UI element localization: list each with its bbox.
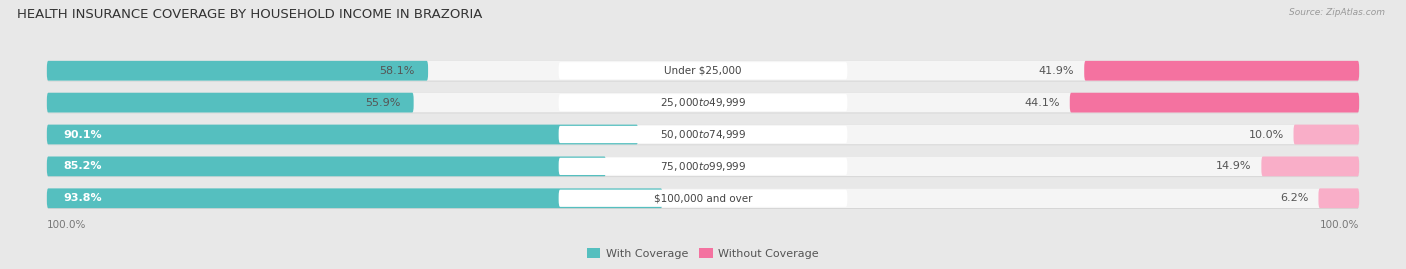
FancyBboxPatch shape [46,125,1360,145]
FancyBboxPatch shape [46,157,606,176]
Text: 100.0%: 100.0% [1320,220,1360,230]
Text: $50,000 to $74,999: $50,000 to $74,999 [659,128,747,141]
FancyBboxPatch shape [46,188,1360,208]
FancyBboxPatch shape [558,62,848,79]
FancyBboxPatch shape [1319,188,1360,208]
Text: 10.0%: 10.0% [1249,129,1284,140]
Legend: With Coverage, Without Coverage: With Coverage, Without Coverage [582,244,824,263]
FancyBboxPatch shape [46,61,1360,82]
Text: 41.9%: 41.9% [1039,66,1074,76]
Text: 100.0%: 100.0% [46,220,86,230]
Text: $25,000 to $49,999: $25,000 to $49,999 [659,96,747,109]
Text: Under $25,000: Under $25,000 [664,66,742,76]
FancyBboxPatch shape [46,125,1360,144]
FancyBboxPatch shape [1261,157,1360,176]
Text: 93.8%: 93.8% [63,193,101,203]
FancyBboxPatch shape [1294,125,1360,144]
FancyBboxPatch shape [46,61,1360,81]
FancyBboxPatch shape [46,125,638,144]
Text: 14.9%: 14.9% [1216,161,1251,171]
FancyBboxPatch shape [46,157,1360,177]
Text: 44.1%: 44.1% [1025,98,1060,108]
FancyBboxPatch shape [46,93,413,112]
Text: $100,000 and over: $100,000 and over [654,193,752,203]
FancyBboxPatch shape [46,157,1360,176]
FancyBboxPatch shape [1070,93,1360,112]
Text: $75,000 to $99,999: $75,000 to $99,999 [659,160,747,173]
FancyBboxPatch shape [558,94,848,111]
FancyBboxPatch shape [46,93,1360,112]
Text: HEALTH INSURANCE COVERAGE BY HOUSEHOLD INCOME IN BRAZORIA: HEALTH INSURANCE COVERAGE BY HOUSEHOLD I… [17,8,482,21]
FancyBboxPatch shape [46,61,427,81]
Text: Source: ZipAtlas.com: Source: ZipAtlas.com [1289,8,1385,17]
FancyBboxPatch shape [46,188,662,208]
Text: 90.1%: 90.1% [63,129,101,140]
Text: 58.1%: 58.1% [380,66,415,76]
FancyBboxPatch shape [558,158,848,175]
FancyBboxPatch shape [46,93,1360,113]
Text: 85.2%: 85.2% [63,161,101,171]
Text: 6.2%: 6.2% [1281,193,1309,203]
FancyBboxPatch shape [46,188,1360,209]
FancyBboxPatch shape [558,190,848,207]
Text: 55.9%: 55.9% [366,98,401,108]
FancyBboxPatch shape [558,126,848,143]
FancyBboxPatch shape [1084,61,1360,81]
